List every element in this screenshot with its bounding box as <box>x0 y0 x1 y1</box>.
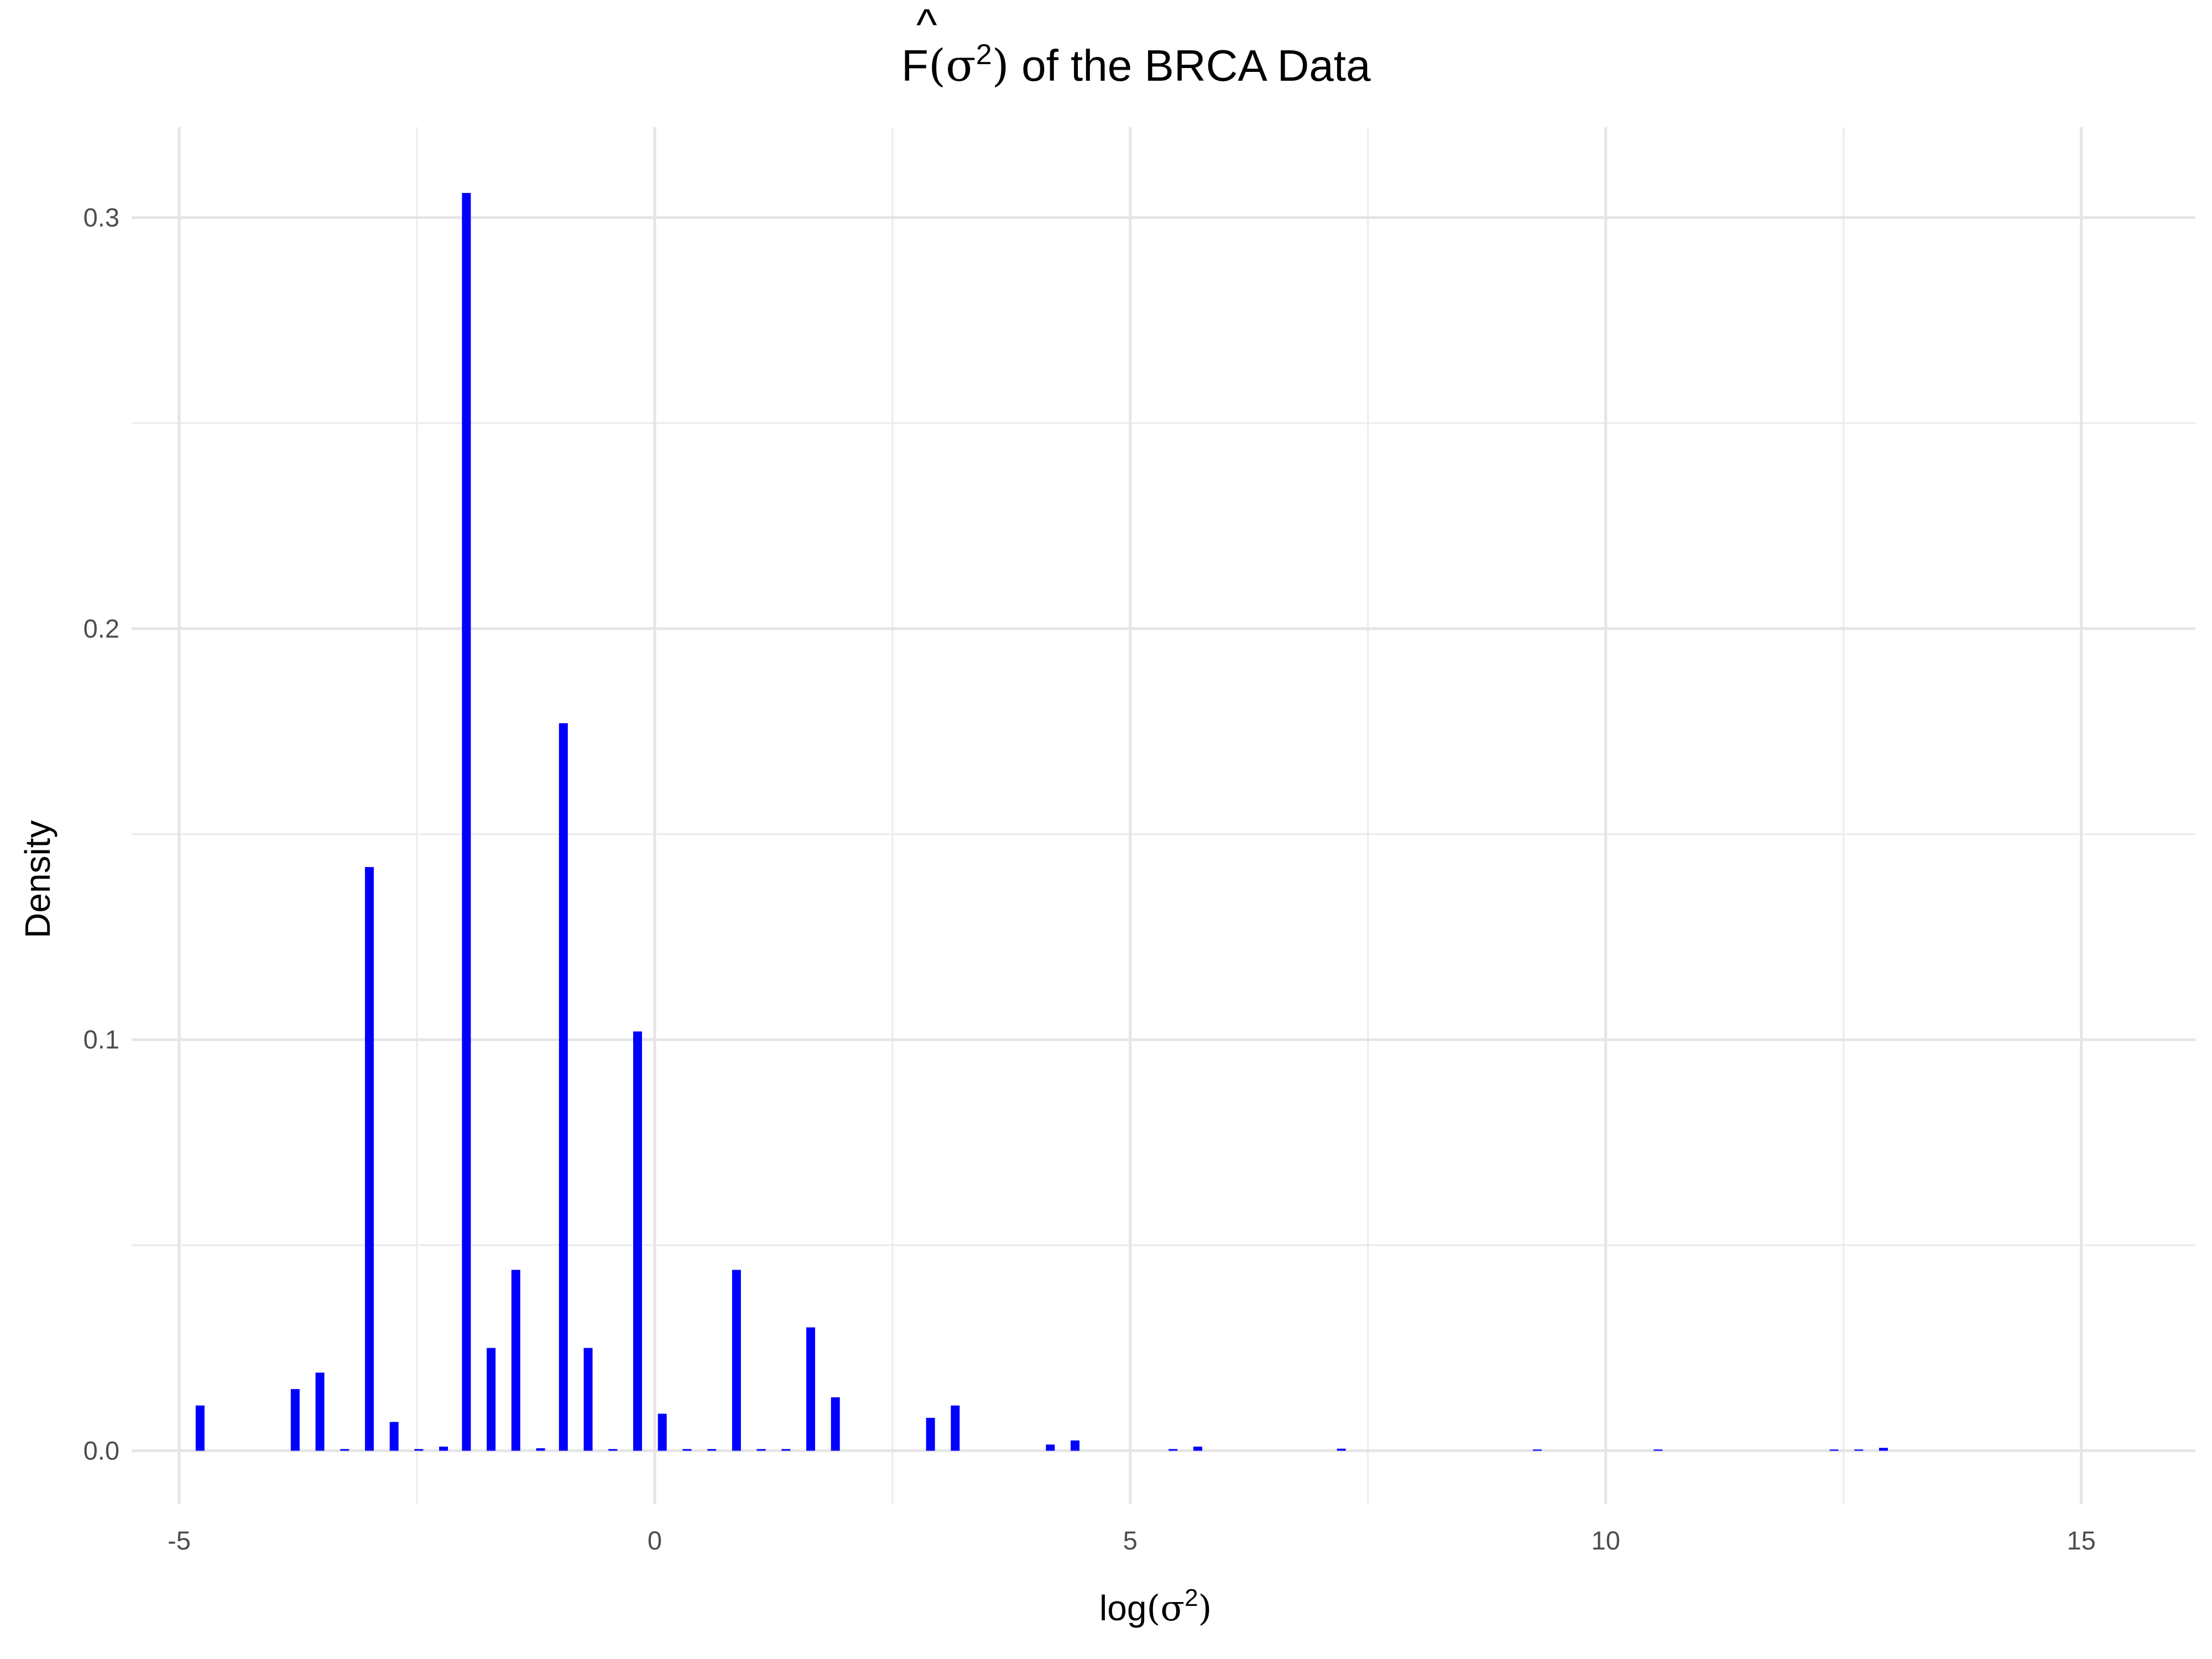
bar-19 <box>732 1270 741 1451</box>
title-close-paren: ) <box>992 40 1009 91</box>
x-title-superscript: 2 <box>1185 1584 1198 1611</box>
title-f: F <box>901 41 928 90</box>
bar-0 <box>195 1405 205 1451</box>
y-tick-label-3: 0.3 <box>84 203 119 232</box>
x-tick-label-0: -5 <box>168 1526 191 1555</box>
bar-18 <box>707 1449 717 1451</box>
bar-1 <box>290 1389 300 1451</box>
bar-35 <box>1879 1448 1888 1451</box>
bar-13 <box>583 1348 593 1451</box>
title-superscript: 2 <box>976 39 992 71</box>
bar-5 <box>389 1422 399 1451</box>
bar-3 <box>340 1449 349 1451</box>
x-title-log: log <box>1099 1588 1146 1628</box>
title-sigma: σ <box>946 40 976 91</box>
bar-23 <box>831 1397 840 1451</box>
title-rest: of the BRCA Data <box>1009 41 1371 90</box>
bar-32 <box>1653 1449 1663 1451</box>
y-tick-label-0: 0.0 <box>84 1436 119 1465</box>
y-axis-title: Density <box>18 820 58 938</box>
bar-28 <box>1168 1449 1178 1451</box>
y-tick-label-1: 0.1 <box>84 1025 119 1054</box>
y-axis-tick-labels: 0.0 0.1 0.2 0.3 <box>84 203 119 1465</box>
bar-14 <box>608 1449 618 1451</box>
chart-title-text: F(σ2) of the BRCA Data <box>901 39 1371 91</box>
bar-30 <box>1337 1448 1346 1451</box>
chart-title: ^ F(σ2) of the BRCA Data <box>901 0 1371 91</box>
bar-31 <box>1532 1449 1542 1451</box>
x-title-close-paren: ) <box>1198 1588 1212 1629</box>
x-title-sigma: σ <box>1160 1588 1185 1629</box>
x-axis-tick-labels: -5 0 5 10 15 <box>168 1526 2096 1555</box>
bar-10 <box>511 1270 520 1451</box>
bar-27 <box>1071 1440 1080 1451</box>
bar-34 <box>1854 1449 1864 1451</box>
bar-12 <box>559 723 568 1451</box>
x-tick-label-3: 10 <box>1592 1526 1620 1555</box>
title-open-paren: ( <box>928 40 946 91</box>
x-axis-title: log(σ2) <box>1099 1584 1212 1629</box>
bar-15 <box>633 1031 642 1451</box>
bar-24 <box>926 1417 935 1451</box>
bar-20 <box>757 1449 766 1451</box>
bar-33 <box>1829 1449 1839 1451</box>
bar-21 <box>781 1449 791 1451</box>
bar-16 <box>658 1413 667 1451</box>
x-title-open-paren: ( <box>1146 1588 1160 1629</box>
bar-7 <box>439 1446 448 1451</box>
bar-29 <box>1193 1446 1202 1451</box>
bar-8 <box>462 192 471 1451</box>
x-tick-label-2: 5 <box>1123 1526 1138 1555</box>
bar-9 <box>487 1348 496 1451</box>
bar-17 <box>682 1449 692 1451</box>
bar-4 <box>364 867 374 1451</box>
major-gridlines <box>132 127 2195 1504</box>
bar-26 <box>1046 1444 1055 1451</box>
y-tick-label-2: 0.2 <box>84 614 119 643</box>
bar-25 <box>951 1405 960 1451</box>
bar-2 <box>315 1373 325 1451</box>
minor-gridlines <box>132 127 2195 1504</box>
x-tick-label-1: 0 <box>648 1526 662 1555</box>
chart-title-hat: ^ <box>916 0 937 49</box>
bar-11 <box>536 1448 545 1451</box>
bar-series <box>195 192 1888 1451</box>
bar-6 <box>414 1449 424 1451</box>
x-tick-label-4: 15 <box>2067 1526 2095 1555</box>
bar-22 <box>806 1327 815 1451</box>
